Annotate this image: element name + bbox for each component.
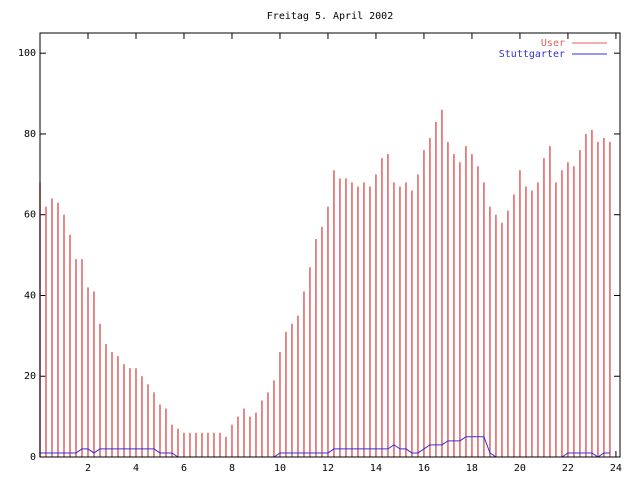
x-tick-label: 22: [562, 463, 574, 474]
y-tick-label: 80: [24, 129, 36, 140]
y-tick-label: 100: [18, 48, 36, 59]
y-tick-label: 20: [24, 371, 36, 382]
x-tick-label: 16: [418, 463, 430, 474]
x-tick-label: 24: [610, 463, 622, 474]
x-tick-label: 2: [85, 463, 91, 474]
y-tick-label: 40: [24, 290, 36, 301]
legend-label: User: [541, 38, 565, 49]
y-tick-label: 0: [30, 452, 36, 463]
x-tick-label: 8: [229, 463, 235, 474]
plot-frame: [39, 32, 621, 458]
x-tick-label: 4: [133, 463, 139, 474]
legend-label: Stuttgarter: [499, 49, 565, 60]
x-tick-label: 18: [466, 463, 478, 474]
x-tick-label: 10: [274, 463, 286, 474]
x-tick-label: 6: [181, 463, 187, 474]
x-tick-label: 14: [370, 463, 382, 474]
x-tick-label: 20: [514, 463, 526, 474]
y-tick-label: 60: [24, 210, 36, 221]
x-tick-label: 12: [322, 463, 334, 474]
chart-title: Freitag 5. April 2002: [267, 11, 393, 22]
